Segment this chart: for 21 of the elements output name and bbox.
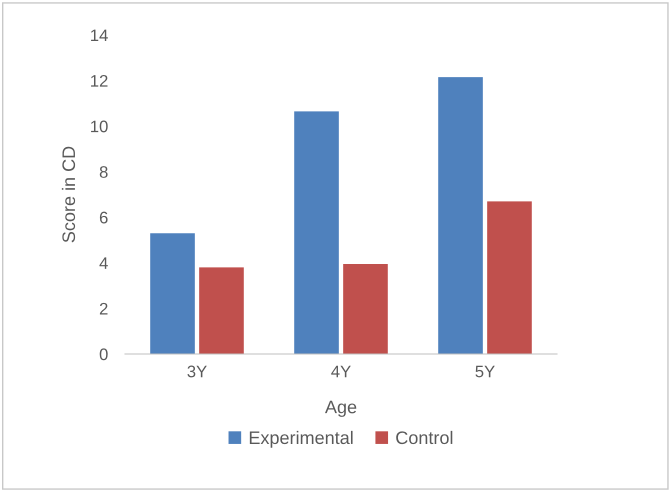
y-axis-title: Score in CD bbox=[62, 146, 76, 242]
x-tick-label: 5Y bbox=[475, 366, 495, 378]
legend-label: Experimental bbox=[250, 430, 353, 448]
y-tick-label: 8 bbox=[100, 166, 108, 178]
y-tick-label: 12 bbox=[91, 74, 108, 87]
bar bbox=[294, 111, 339, 354]
bar bbox=[150, 233, 195, 354]
bar bbox=[343, 264, 388, 354]
bar bbox=[487, 201, 532, 354]
x-tick-label: 3Y bbox=[187, 366, 207, 378]
y-tick-label: 10 bbox=[91, 120, 108, 132]
y-tick-label: 4 bbox=[99, 257, 108, 269]
bar bbox=[438, 77, 483, 354]
y-tick-label: 14 bbox=[91, 30, 108, 42]
legend-label: Control bbox=[396, 430, 452, 444]
y-tick-label: 0 bbox=[100, 348, 108, 360]
y-tick-label: 6 bbox=[100, 212, 108, 224]
bar bbox=[199, 267, 244, 354]
x-axis-title: Age bbox=[324, 400, 356, 417]
x-tick-label: 4Y bbox=[331, 366, 351, 378]
y-tick-label: 2 bbox=[100, 302, 108, 314]
